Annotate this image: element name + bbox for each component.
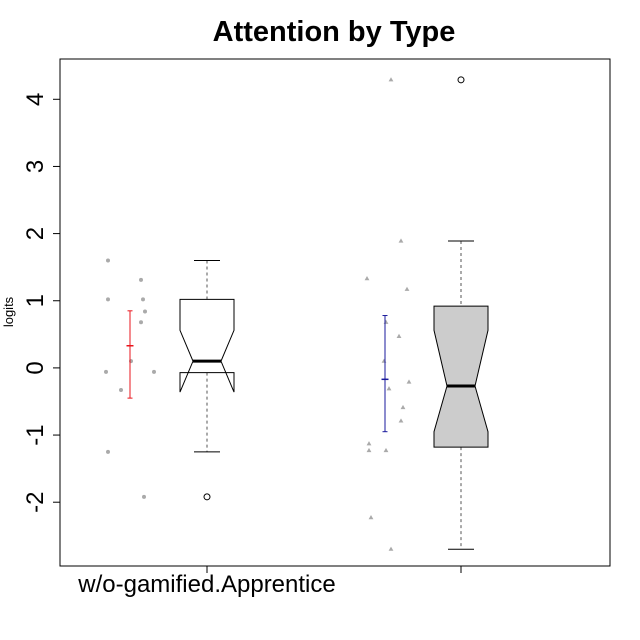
box-group: [364, 76, 489, 551]
x-axis: w/o-gamified.Apprentice: [77, 566, 462, 598]
data-point: [106, 449, 110, 454]
data-point: [398, 238, 404, 243]
y-tick-label: 0: [22, 361, 49, 374]
data-point: [400, 404, 406, 410]
data-point: [106, 297, 110, 302]
y-axis: -2 -1 0 1 2 3 4: [22, 93, 60, 513]
box-group: [104, 258, 235, 501]
data-point: [388, 546, 394, 551]
data-point: [383, 319, 389, 324]
data-point: [366, 447, 372, 453]
data-point: [366, 441, 372, 446]
data-point: [381, 358, 387, 363]
data-point: [104, 369, 108, 374]
data-point: [388, 77, 394, 82]
outlier-point: [457, 76, 465, 84]
y-tick-label: 3: [22, 160, 49, 173]
plot-area-frame: [59, 58, 611, 567]
data-point: [141, 297, 145, 302]
box-groups: [104, 76, 489, 551]
data-point: [142, 494, 146, 499]
notched-box: [433, 305, 489, 448]
outlier-point: [203, 493, 211, 501]
data-point: [364, 275, 370, 281]
notched-box: [179, 298, 235, 393]
data-point: [106, 258, 110, 263]
data-point: [152, 369, 156, 374]
y-tick-label: 1: [22, 294, 49, 307]
x-tick-label: w/o-gamified.Apprentice: [77, 571, 335, 598]
data-point: [139, 320, 143, 325]
y-tick-label: 2: [22, 227, 49, 240]
data-point: [396, 333, 402, 338]
y-tick-label: 4: [22, 93, 49, 106]
data-point: [398, 418, 404, 423]
data-point: [139, 277, 143, 282]
data-point: [368, 515, 374, 520]
data-point: [119, 388, 123, 393]
y-tick-label: -2: [22, 492, 49, 513]
data-point: [383, 447, 389, 453]
chart-title: Attention by Type: [213, 16, 456, 48]
y-axis-label: logits: [1, 296, 16, 327]
y-tick-label: -1: [22, 424, 49, 445]
data-point: [143, 309, 147, 314]
data-point: [386, 386, 392, 391]
data-point: [406, 379, 412, 384]
data-point: [404, 286, 410, 291]
